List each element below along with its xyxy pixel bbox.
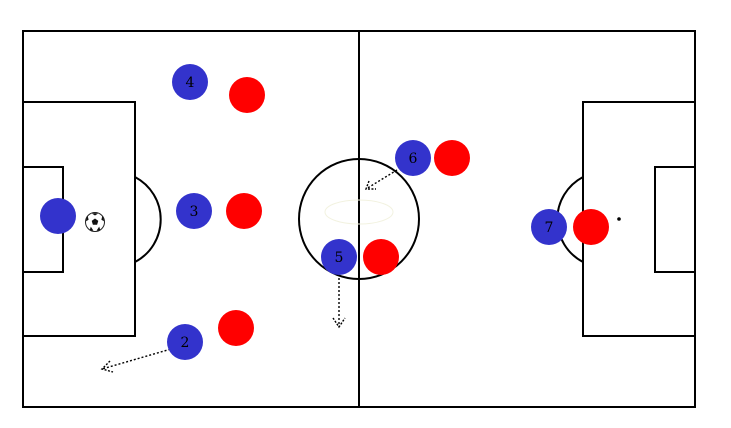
blue-player-6: 6 [395, 140, 431, 176]
run-player-2 [100, 346, 179, 373]
blue-player-token [321, 239, 357, 275]
centre-circle [298, 158, 420, 280]
pitch-markings [22, 30, 696, 408]
red-player [434, 140, 470, 176]
blue-team: 2 3 4 5 6 7 [40, 64, 567, 360]
blue-player-token [40, 198, 76, 234]
player-number-label: 6 [409, 151, 418, 167]
run-arrows [100, 169, 398, 373]
blue-player-token [176, 193, 212, 229]
player-number-label: 3 [190, 204, 199, 220]
red-player [363, 239, 399, 275]
blue-player-4: 4 [172, 64, 208, 100]
blue-player-token [395, 140, 431, 176]
blue-player-7: 7 [531, 209, 567, 245]
blue-player-token [172, 64, 208, 100]
player-number-label: 5 [335, 250, 344, 266]
centre-spot [324, 199, 394, 225]
run-player-6 [364, 169, 398, 190]
blue-player-token [531, 209, 567, 245]
player-number-label: 7 [545, 220, 554, 236]
blue-goalkeeper [40, 198, 76, 234]
player-number-label: 2 [181, 335, 190, 351]
blue-player-5: 5 [321, 239, 357, 275]
player-number-label: 4 [186, 75, 195, 91]
right-goal-area [654, 166, 696, 273]
right-penalty-spot [617, 217, 621, 221]
red-player [573, 209, 609, 245]
soccer-ball-icon [85, 212, 105, 232]
run-player-5 [332, 270, 346, 329]
blue-player-3: 3 [176, 193, 212, 229]
left-penalty-area [22, 101, 136, 337]
red-player [218, 310, 254, 346]
left-penalty-arc [134, 176, 162, 263]
red-player [229, 77, 265, 113]
blue-player-token [167, 324, 203, 360]
blue-player-2: 2 [167, 324, 203, 360]
red-player [226, 193, 262, 229]
red-team [218, 77, 609, 346]
